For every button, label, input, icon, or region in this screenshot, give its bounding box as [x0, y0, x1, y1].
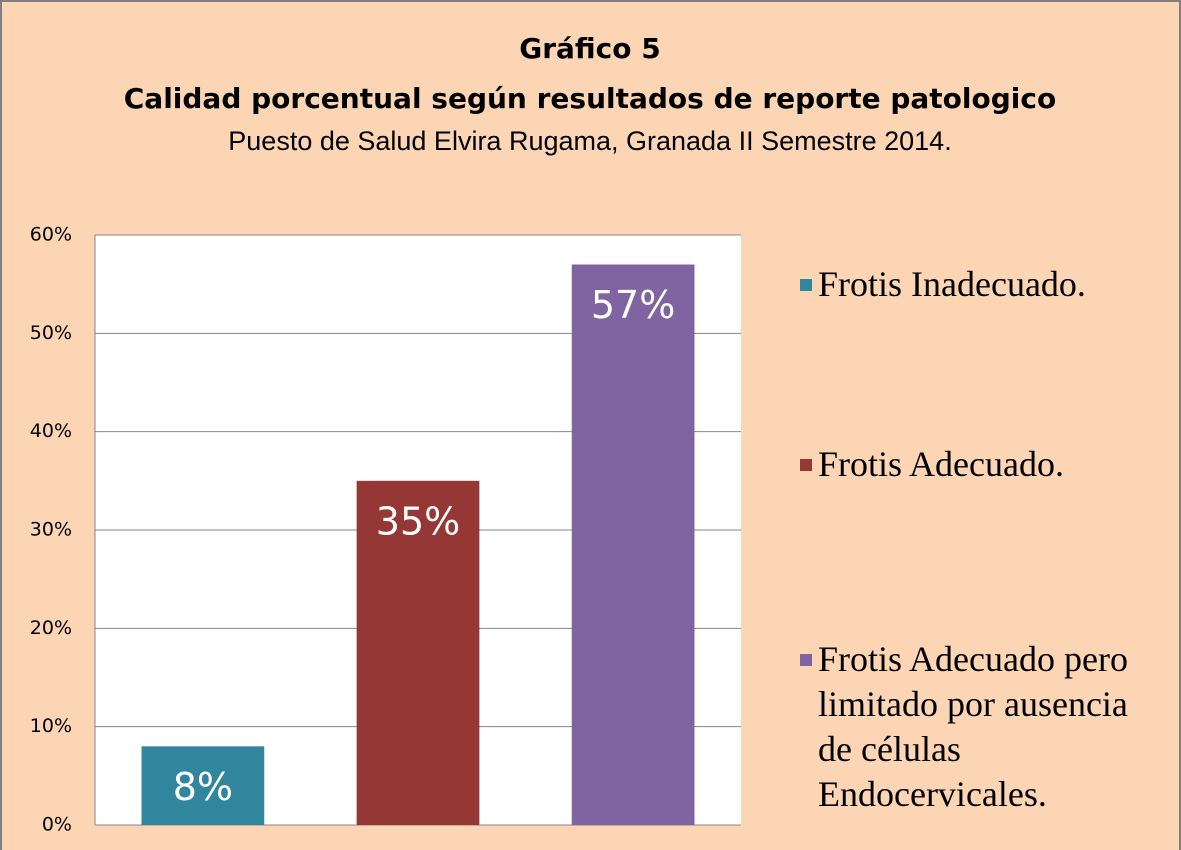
legend-label: Frotis Inadecuado.: [818, 264, 1086, 304]
legend-swatch: [800, 654, 812, 666]
legend-entry: Frotis Adecuado.: [800, 442, 1150, 487]
y-tick-label: 60%: [30, 224, 72, 246]
data-label: 35%: [376, 499, 460, 543]
y-tick-label: 40%: [30, 420, 72, 442]
chart-title: Gráfico 5: [519, 32, 661, 65]
data-label: 8%: [173, 765, 233, 809]
chart-title: Calidad porcentual según resultados de r…: [124, 82, 1056, 115]
legend-entry: Frotis Adecuado pero limitado por ausenc…: [800, 637, 1150, 817]
legend-entry: Frotis Inadecuado.: [800, 262, 1150, 307]
bar: [571, 264, 695, 825]
y-tick-label: 50%: [30, 322, 72, 344]
legend-swatch: [800, 459, 812, 471]
data-label: 57%: [591, 283, 675, 327]
bar: [356, 480, 480, 825]
y-tick-label: 0%: [42, 814, 72, 836]
y-tick-label: 10%: [30, 715, 72, 737]
y-tick-label: 20%: [30, 617, 72, 639]
legend-label: Frotis Adecuado.: [818, 444, 1064, 484]
legend-swatch: [800, 279, 812, 291]
y-tick-label: 30%: [30, 519, 72, 541]
bar: [141, 746, 265, 825]
legend-label: Frotis Adecuado pero limitado por ausenc…: [818, 639, 1128, 814]
chart-subtitle: Puesto de Salud Elvira Rugama, Granada I…: [228, 126, 951, 156]
